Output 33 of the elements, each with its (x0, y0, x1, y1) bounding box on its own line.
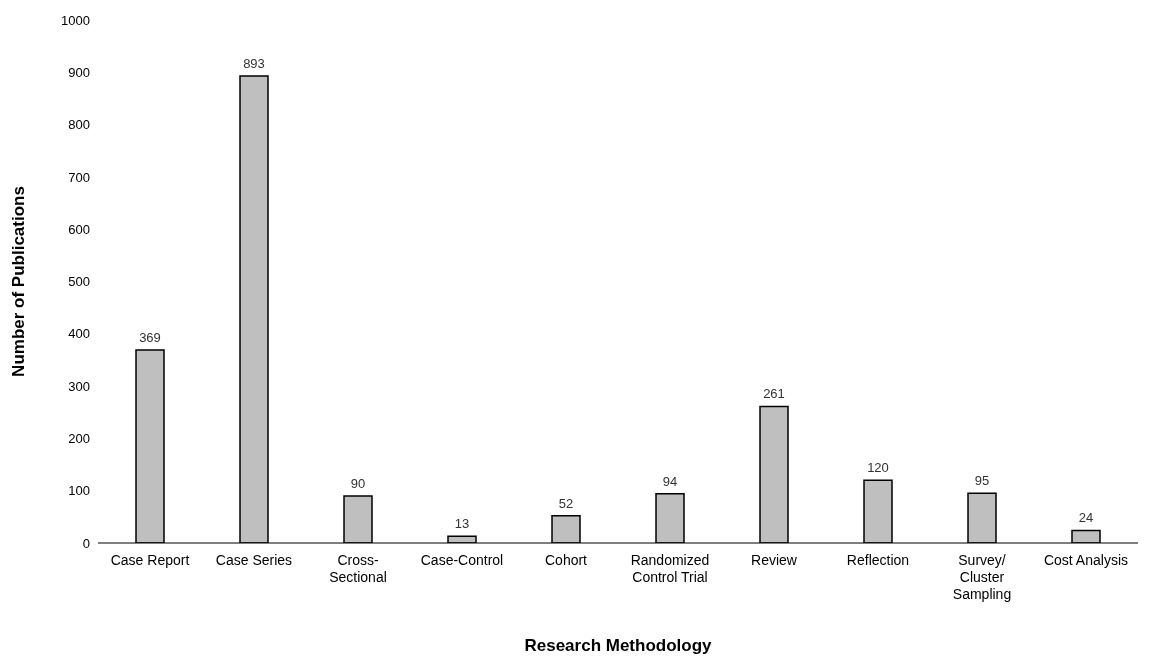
y-tick-label: 700 (68, 169, 90, 185)
x-axis-title: Research Methodology (524, 636, 713, 655)
data-label: 90 (350, 475, 366, 491)
y-tick-label: 1000 (61, 12, 90, 28)
y-axis-title: Number of Publications (9, 186, 29, 377)
data-label: 120 (867, 460, 889, 476)
x-tick-label: Cohort (544, 552, 588, 568)
y-tick-label: 400 (68, 326, 90, 342)
y-tick-label: 200 (68, 431, 90, 447)
data-label: 94 (662, 473, 678, 489)
data-label: 261 (763, 386, 785, 402)
y-tick-label: 100 (68, 483, 90, 499)
y-tick-label: 600 (68, 221, 90, 237)
x-tick-label: Randomized Control Trial (630, 552, 710, 585)
data-label: 24 (1078, 510, 1094, 526)
x-tick-label: Case Report (110, 552, 190, 568)
data-label: 13 (454, 516, 470, 532)
x-tick-label: Cost Analysis (1043, 552, 1129, 568)
y-tick-label: 800 (68, 117, 90, 133)
x-tick-label: Case Series (215, 552, 293, 568)
x-tick-label: Reflection (846, 552, 910, 568)
y-tick-label: 900 (68, 64, 90, 80)
x-tick-label: Cross-Sectional (329, 552, 387, 585)
y-tick-label: 500 (68, 274, 90, 290)
y-tick-label: 300 (68, 378, 90, 394)
y-tick-label: 0 (82, 535, 90, 551)
x-tick-label: Review (751, 552, 798, 568)
data-label: 369 (139, 330, 161, 346)
x-tick-label: Case-Control (420, 552, 504, 568)
data-label: 52 (558, 495, 574, 511)
x-tick-label: Survey/ Cluster Sampling (952, 552, 1012, 602)
data-label: 95 (974, 473, 990, 489)
data-label: 893 (243, 55, 265, 71)
